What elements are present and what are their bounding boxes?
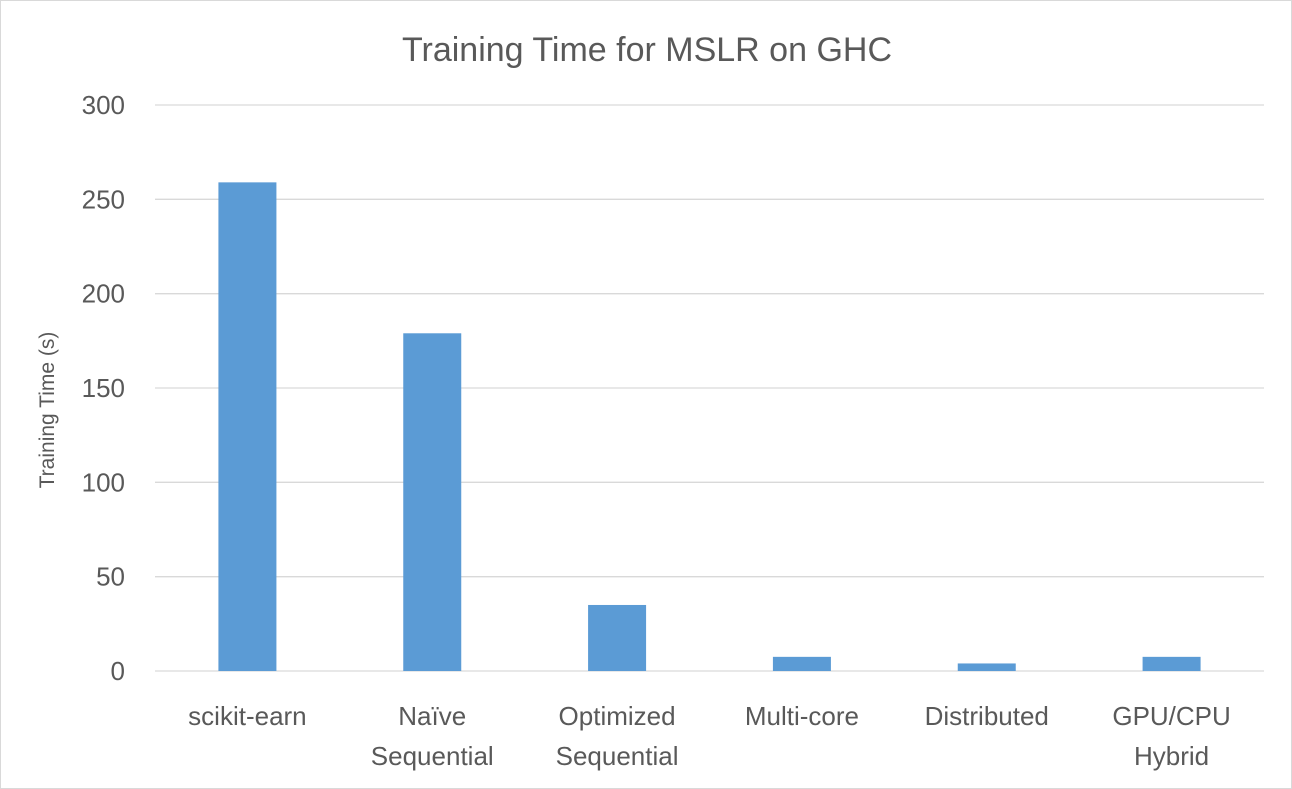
bars <box>218 182 1201 671</box>
y-tick-label: 200 <box>82 279 125 309</box>
x-category-label: GPU/CPU Hybrid <box>1112 701 1230 771</box>
x-category-label: Multi-core <box>745 701 859 731</box>
y-axis-label: Training Time (s) <box>36 332 59 489</box>
x-category-label: scikit-earn <box>188 701 306 731</box>
y-tick-label: 250 <box>82 184 125 214</box>
y-tick-label: 150 <box>82 373 125 403</box>
bar <box>1142 656 1201 671</box>
bar <box>588 604 647 671</box>
y-tick-label: 100 <box>82 467 125 497</box>
y-tick-label: 50 <box>96 562 125 592</box>
gridlines <box>155 104 1264 672</box>
bar <box>772 656 831 671</box>
y-tick-label: 300 <box>82 90 125 120</box>
y-tick-label: 0 <box>111 656 125 686</box>
bar <box>403 333 462 671</box>
x-category-label: Naïve Sequential <box>371 701 494 771</box>
chart-title: Training Time for MSLR on GHC <box>402 31 892 69</box>
x-category-label: Optimized Sequential <box>556 701 679 771</box>
y-axis-ticks: 0 50 100 150 200 250 300 <box>82 90 125 686</box>
bar <box>218 182 277 671</box>
bar <box>957 663 1016 671</box>
x-category-label: Distributed <box>925 701 1049 731</box>
x-axis-categories: scikit-earn Naïve Sequential Optimized Seque… <box>188 701 1231 771</box>
